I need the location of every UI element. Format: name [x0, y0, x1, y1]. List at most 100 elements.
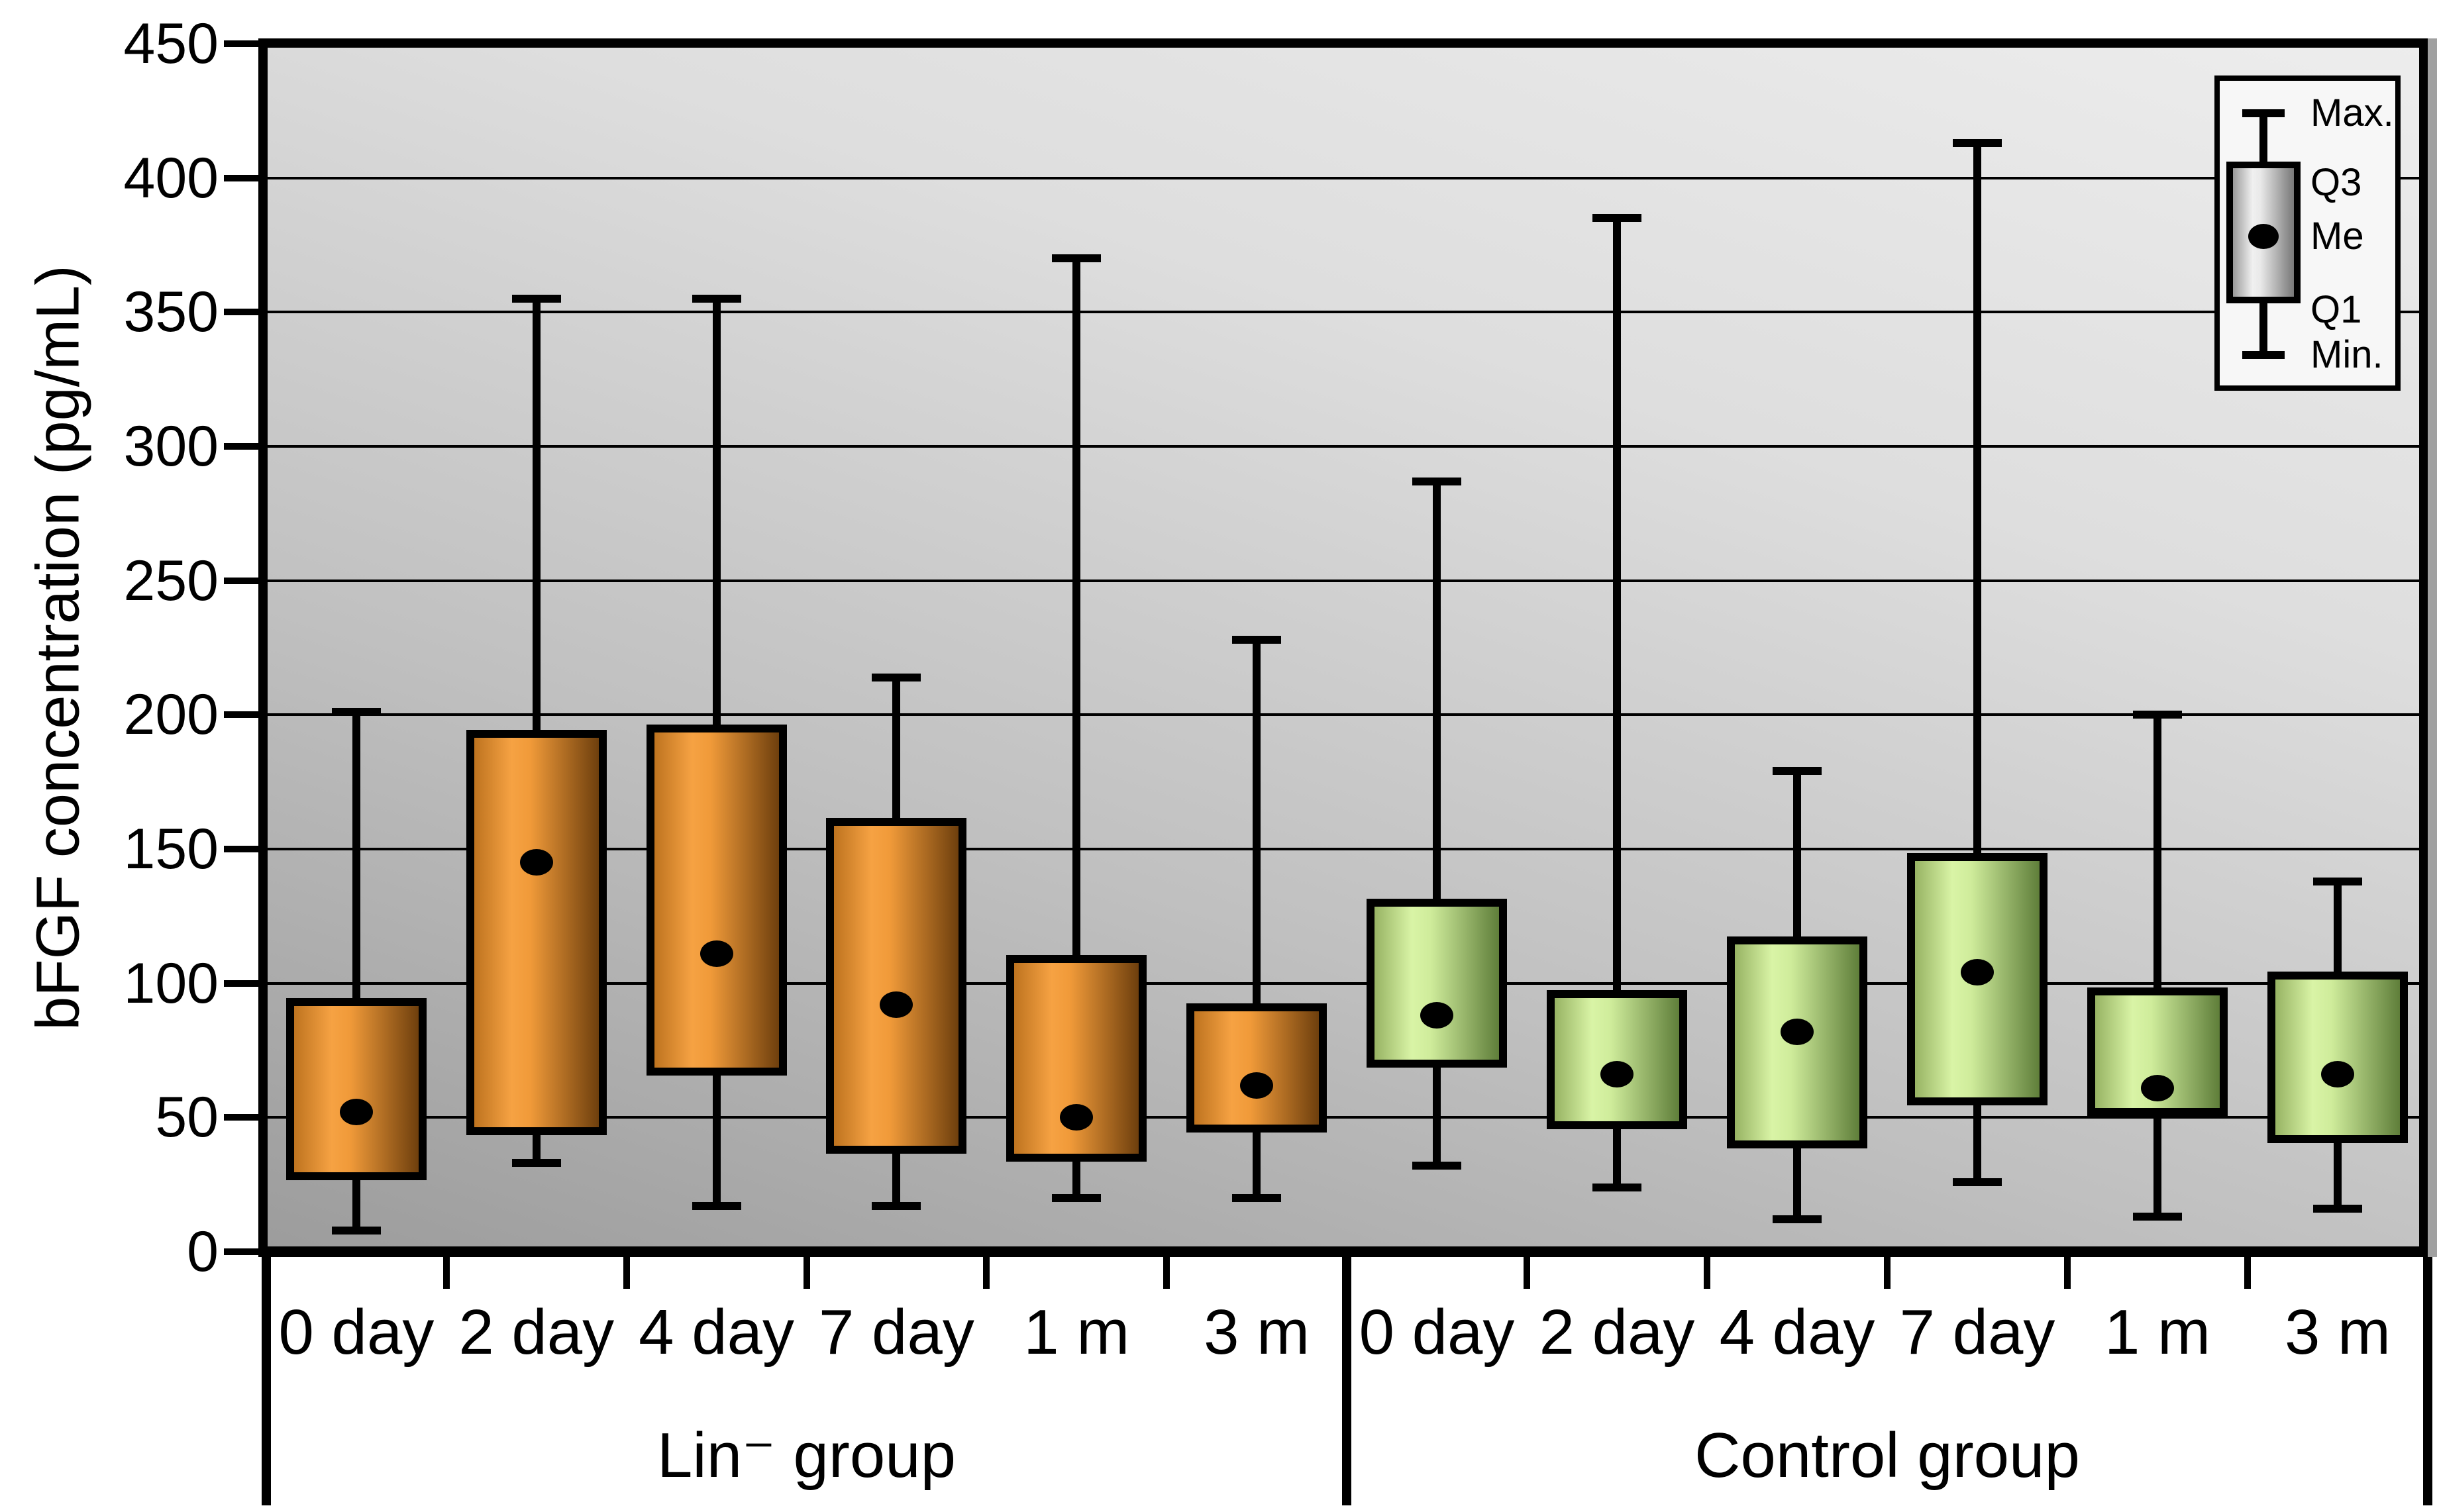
x-category-label-group0-3: 7 day	[818, 1297, 974, 1368]
y-axis-line	[258, 38, 268, 1257]
y-tick-0	[224, 1248, 261, 1255]
x-tick-group0-5	[1163, 1257, 1170, 1289]
whisker-cap-max-group0-7day	[872, 673, 921, 681]
group-label-1: Control group	[1694, 1420, 2080, 1491]
legend-sample-cap-min	[2242, 351, 2285, 359]
whisker-cap-min-group0-0day	[331, 1226, 381, 1235]
y-tick-label-0: 0	[187, 1220, 219, 1284]
gridline-350	[266, 311, 2428, 314]
y-tick-200	[224, 711, 261, 719]
median-dot-group1-2day	[1600, 1061, 1633, 1088]
y-tick-350	[224, 309, 261, 316]
x-category-label-group1-2: 4 day	[1719, 1297, 1875, 1368]
whisker-cap-min-group0-2day	[511, 1159, 561, 1168]
box-group1-0day	[1367, 899, 1507, 1068]
plot-top-border	[258, 38, 2436, 48]
box-group1-7day	[1907, 853, 2048, 1105]
y-tick-label-150: 150	[123, 817, 219, 881]
whisker-cap-max-group1-2day	[1592, 214, 1641, 223]
whisker-cap-min-group1-2day	[1592, 1183, 1641, 1191]
y-axis-title: bFGF concentration (pg/mL)	[24, 265, 92, 1031]
whisker-cap-min-group0-3m	[1232, 1193, 1282, 1202]
y-tick-450	[224, 40, 261, 47]
x-tick-group1-2	[1704, 1257, 1710, 1289]
whisker-cap-min-group1-0day	[1412, 1162, 1461, 1170]
whisker-cap-min-group1-1m	[2133, 1213, 2182, 1221]
whisker-group1-1m	[2153, 711, 2161, 1221]
legend-sample-box	[2226, 162, 2301, 303]
y-tick-400	[224, 174, 261, 181]
legend-label-4: Min.	[2310, 333, 2383, 376]
median-dot-group0-4day	[700, 940, 733, 968]
y-tick-label-350: 350	[123, 280, 219, 344]
whisker-cap-max-group0-3m	[1232, 635, 1282, 644]
legend-label-0: Max.	[2310, 91, 2394, 134]
y-tick-label-400: 400	[123, 146, 219, 210]
x-tick-group1-4	[2064, 1257, 2071, 1289]
x-tick-group0-2	[623, 1257, 630, 1289]
whisker-cap-min-group1-7day	[1953, 1178, 2002, 1186]
median-dot-group1-0day	[1420, 1002, 1453, 1029]
group-separator-1	[1342, 1257, 1351, 1505]
whisker-cap-min-group0-7day	[872, 1202, 921, 1211]
median-dot-group0-3m	[1240, 1072, 1274, 1099]
y-tick-label-50: 50	[155, 1085, 219, 1150]
whisker-cap-max-group1-4day	[1773, 767, 1822, 776]
y-tick-150	[224, 846, 261, 852]
legend-label-1: Q3	[2310, 161, 2362, 204]
box-group1-2day	[1547, 989, 1687, 1130]
y-tick-label-100: 100	[123, 951, 219, 1015]
legend-label-3: Q1	[2310, 288, 2362, 331]
legend-sample-cap-max	[2242, 109, 2285, 117]
legend: Max. Q3 Me Q1 Min.	[2214, 76, 2401, 391]
gridline-300	[266, 445, 2428, 448]
median-dot-group1-7day	[1961, 959, 1994, 986]
legend-sample-median-dot	[2248, 224, 2279, 249]
gridline-250	[266, 579, 2428, 582]
x-tick-group1-5	[2244, 1257, 2251, 1289]
group-label-0: Lin⁻ group	[657, 1420, 956, 1491]
y-tick-300	[224, 443, 261, 450]
median-dot-group0-2day	[519, 849, 553, 876]
box-group1-3m	[2267, 971, 2408, 1143]
median-dot-group1-3m	[2321, 1061, 2354, 1088]
box-group0-2day	[466, 729, 607, 1135]
whisker-cap-min-group0-4day	[692, 1202, 741, 1211]
whisker-group1-2day	[1613, 214, 1621, 1191]
whisker-cap-max-group1-1m	[2133, 711, 2182, 719]
median-dot-group1-4day	[1781, 1018, 1814, 1045]
median-dot-group0-0day	[339, 1099, 373, 1126]
x-tick-group1-1	[1524, 1257, 1530, 1289]
gridline-200	[266, 713, 2428, 717]
x-tick-group1-3	[1884, 1257, 1891, 1289]
group-separator-0	[262, 1257, 271, 1505]
box-group0-7day	[826, 818, 967, 1154]
median-dot-group0-1m	[1060, 1104, 1094, 1131]
whisker-cap-max-group1-0day	[1412, 477, 1461, 485]
x-category-label-group0-1: 2 day	[458, 1297, 615, 1368]
whisker-cap-min-group1-4day	[1773, 1215, 1822, 1224]
x-category-label-group0-4: 1 m	[1023, 1297, 1130, 1368]
group-separator-2	[2423, 1257, 2432, 1505]
box-group0-3m	[1186, 1003, 1327, 1133]
x-category-label-group1-1: 2 day	[1539, 1297, 1695, 1368]
y-tick-label-450: 450	[123, 12, 219, 76]
plot-right-border	[2419, 38, 2428, 1257]
x-category-label-group0-0: 0 day	[278, 1297, 435, 1368]
x-category-label-group1-3: 7 day	[1899, 1297, 2055, 1368]
whisker-cap-max-group0-2day	[511, 295, 561, 303]
box-group0-4day	[646, 724, 787, 1076]
whisker-cap-max-group1-3m	[2313, 877, 2362, 885]
box-group0-0day	[285, 998, 427, 1181]
gridline-100	[266, 982, 2428, 985]
x-tick-group0-4	[983, 1257, 990, 1289]
y-tick-250	[224, 577, 261, 584]
x-tick-group0-3	[803, 1257, 810, 1289]
whisker-cap-min-group0-1m	[1052, 1193, 1102, 1202]
x-axis-line	[258, 1246, 2436, 1257]
whisker-cap-max-group1-7day	[1953, 138, 2002, 147]
whisker-cap-max-group0-1m	[1052, 254, 1102, 263]
x-category-label-group0-5: 3 m	[1204, 1297, 1310, 1368]
x-category-label-group1-0: 0 day	[1359, 1297, 1515, 1368]
